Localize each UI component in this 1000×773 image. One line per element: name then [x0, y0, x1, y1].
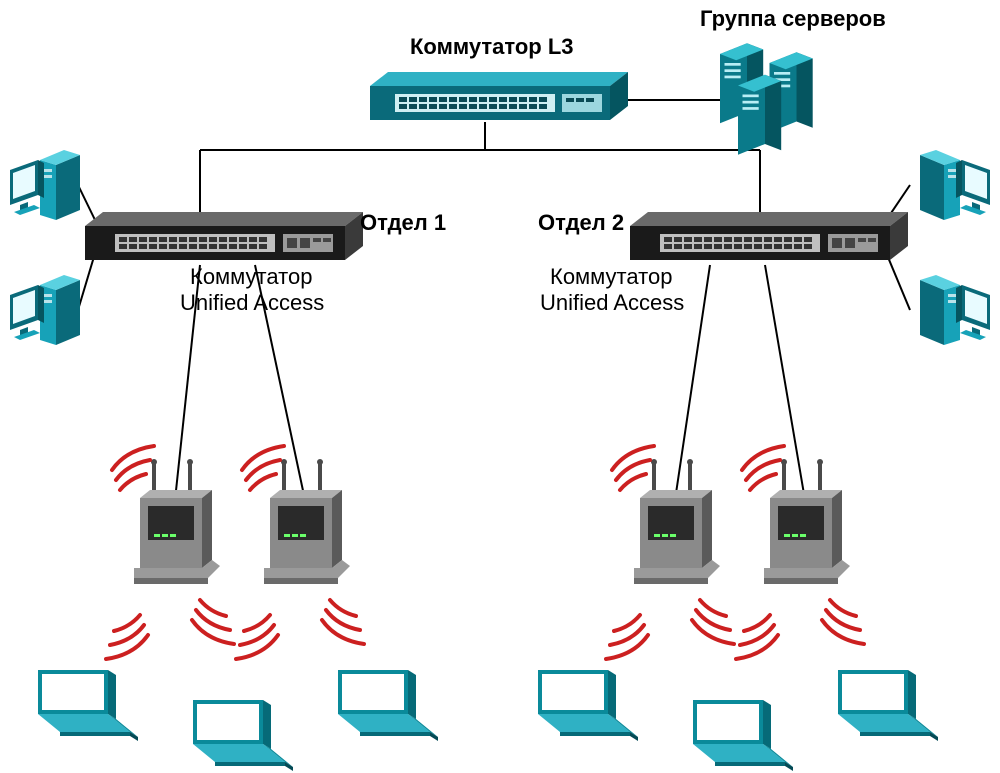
radio-icon: [192, 600, 234, 644]
l3-switch-label: Коммутатор L3: [410, 34, 574, 60]
unified1-line2-label: Unified Access: [180, 290, 324, 316]
pc-bottom-left-icon: [10, 275, 80, 345]
radio-icon: [612, 446, 654, 490]
unified2-line2-label: Unified Access: [540, 290, 684, 316]
laptop-icon: [193, 700, 293, 771]
diagram-canvas: [0, 0, 1000, 773]
radio-icon: [822, 600, 864, 644]
radio-icon: [606, 615, 648, 659]
laptop-icon: [838, 670, 938, 741]
radio-icon: [236, 615, 278, 659]
laptop-icon: [38, 670, 138, 741]
dept1-switch-icon: [85, 212, 363, 260]
radio-icon: [692, 600, 734, 644]
pc-bottom-right-icon: [920, 275, 990, 345]
radio-icon: [322, 600, 364, 644]
radio-icon: [242, 446, 284, 490]
pc-top-left-icon: [10, 150, 80, 220]
dept2-label: Отдел 2: [538, 210, 624, 236]
ap2-icon: [264, 459, 350, 584]
server-group-icon: [720, 43, 813, 155]
unified2-line1-label: Коммутатор: [550, 264, 672, 290]
laptop-icon: [693, 700, 793, 771]
laptop-icon: [538, 670, 638, 741]
radio-icon: [742, 446, 784, 490]
ap4-icon: [764, 459, 850, 584]
radio-icon: [736, 615, 778, 659]
laptop-icon: [338, 670, 438, 741]
radio-icon: [106, 615, 148, 659]
unified1-line1-label: Коммутатор: [190, 264, 312, 290]
server-group-label: Группа серверов: [700, 6, 886, 32]
dept2-switch-icon: [630, 212, 908, 260]
l3-switch-icon: [370, 72, 628, 120]
radio-icon: [112, 446, 154, 490]
pc-top-right-icon: [920, 150, 990, 220]
ap3-icon: [634, 459, 720, 584]
dept1-label: Отдел 1: [360, 210, 446, 236]
